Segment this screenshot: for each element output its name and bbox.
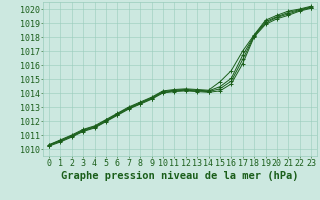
X-axis label: Graphe pression niveau de la mer (hPa): Graphe pression niveau de la mer (hPa) xyxy=(61,171,299,181)
